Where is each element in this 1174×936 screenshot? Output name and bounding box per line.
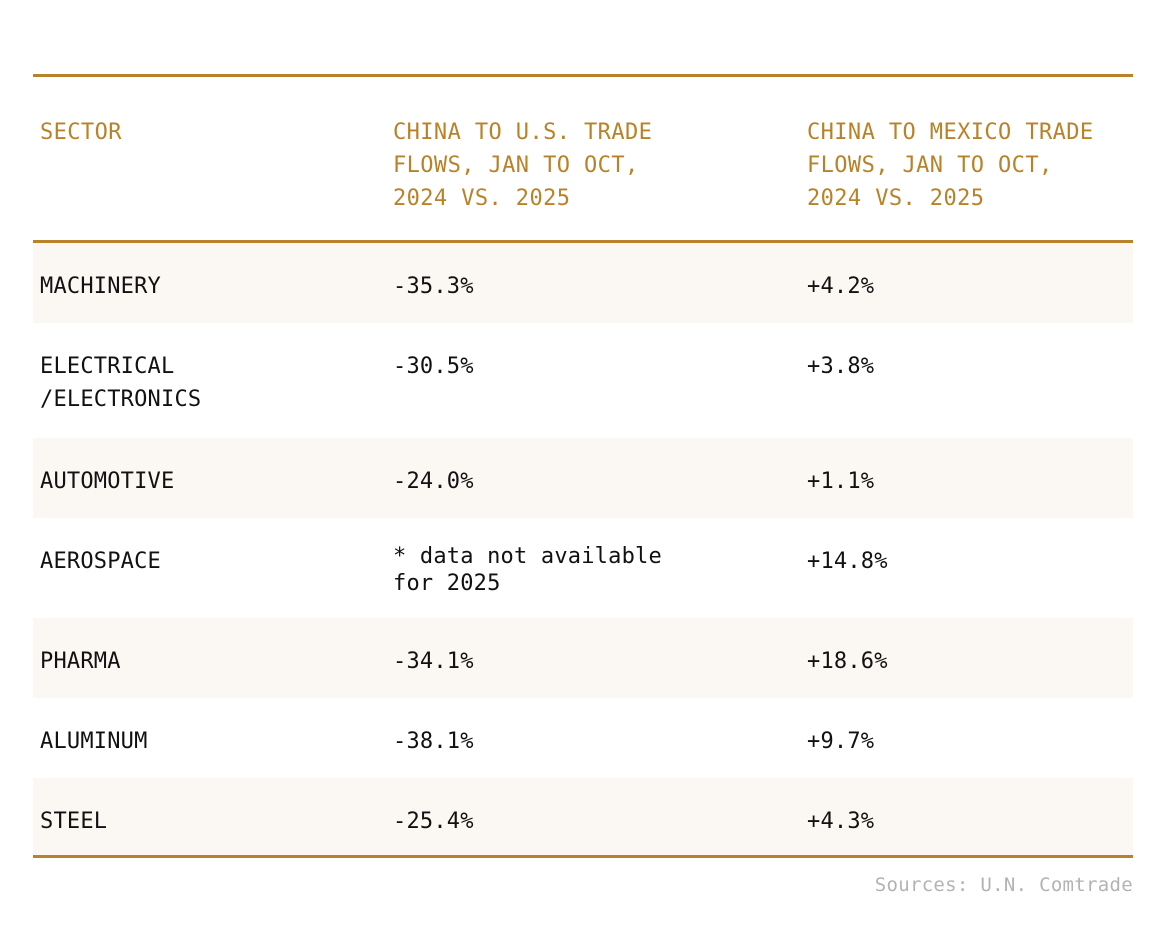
cell-china-to-us: -38.1% (393, 729, 474, 754)
table-row: AUTOMOTIVE -24.0% +1.1% (33, 438, 1133, 518)
table-row: PHARMA -34.1% +18.6% (33, 618, 1133, 698)
table-top-rule (33, 74, 1133, 77)
cell-china-to-us: * data not available for 2025 (393, 544, 662, 596)
table-body: MACHINERY -35.3% +4.2% ELECTRICAL /ELECTRON… (33, 243, 1133, 855)
table-header-row: SECTOR CHINA TO U.S. TRADE FLOWS, JAN TO… (33, 77, 1133, 243)
table-row: ALUMINUM -38.1% +9.7% (33, 698, 1133, 778)
cell-sector: MACHINERY (40, 274, 162, 299)
table-bottom-rule (33, 855, 1133, 858)
header-china-to-mexico: CHINA TO MEXICO TRADE FLOWS, JAN TO OCT,… (807, 120, 1094, 211)
cell-sector: PHARMA (40, 649, 121, 674)
cell-sector: AUTOMOTIVE (40, 469, 175, 494)
cell-china-to-us: -34.1% (393, 649, 474, 674)
table-row: AEROSPACE * data not available for 2025 +1… (33, 518, 1133, 618)
cell-china-to-mexico: +3.8% (807, 354, 875, 379)
table-row: ELECTRICAL /ELECTRONICS -30.5% +3.8% (33, 323, 1133, 438)
cell-china-to-mexico: +14.8% (807, 549, 888, 574)
cell-china-to-us: -35.3% (393, 274, 474, 299)
cell-china-to-us: -30.5% (393, 354, 474, 379)
cell-china-to-mexico: +4.2% (807, 274, 875, 299)
header-sector: SECTOR (40, 120, 122, 145)
cell-china-to-mexico: +1.1% (807, 469, 875, 494)
cell-sector: ALUMINUM (40, 729, 148, 754)
cell-china-to-us: -24.0% (393, 469, 474, 494)
cell-china-to-us: -25.4% (393, 809, 474, 834)
cell-china-to-mexico: +9.7% (807, 729, 875, 754)
table-row: MACHINERY -35.3% +4.2% (33, 243, 1133, 323)
cell-sector: ELECTRICAL /ELECTRONICS (40, 354, 202, 412)
cell-china-to-mexico: +4.3% (807, 809, 875, 834)
cell-sector: STEEL (40, 809, 108, 834)
cell-china-to-mexico: +18.6% (807, 649, 888, 674)
source-note: Sources: U.N. Comtrade (874, 874, 1133, 896)
cell-sector: AEROSPACE (40, 549, 162, 574)
trade-table: SECTOR CHINA TO U.S. TRADE FLOWS, JAN TO… (33, 74, 1133, 858)
header-china-to-us: CHINA TO U.S. TRADE FLOWS, JAN TO OCT, 2… (393, 120, 653, 211)
table-row: STEEL -25.4% +4.3% (33, 778, 1133, 855)
